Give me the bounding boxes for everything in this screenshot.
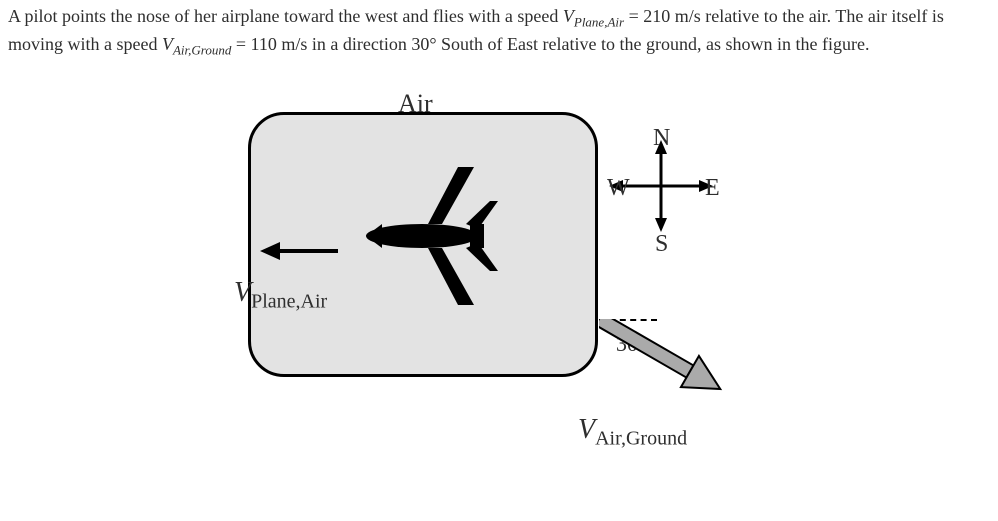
air-label: Air bbox=[398, 86, 433, 122]
v-plane-air-label: VPlane,Air bbox=[234, 273, 327, 316]
eq1: = 210 m/s bbox=[624, 6, 701, 26]
compass-e: E bbox=[705, 172, 720, 206]
compass-w: W bbox=[607, 172, 630, 206]
compass-s: S bbox=[655, 228, 668, 262]
eq2: = 110 m/s bbox=[231, 34, 307, 54]
v-air-ground-label: VAir,Ground bbox=[578, 410, 687, 453]
var1-sub: Plane,Air bbox=[574, 15, 624, 30]
problem-statement: A pilot points the nose of her airplane … bbox=[8, 4, 990, 60]
compass-n: N bbox=[653, 122, 670, 156]
var1-v: V bbox=[563, 6, 574, 26]
plane-velocity-arrow-icon bbox=[260, 236, 340, 266]
v-air-ground-v: V bbox=[578, 414, 595, 445]
v-plane-air-sub: Plane,Air bbox=[251, 290, 327, 312]
text-3: in a direction 30° South of East relativ… bbox=[307, 34, 869, 54]
var2-v: V bbox=[162, 34, 173, 54]
airplane-icon bbox=[338, 161, 508, 311]
physics-diagram: Air VPlane,Air N S W E bbox=[208, 82, 908, 452]
text-1: A pilot points the nose of her airplane … bbox=[8, 6, 563, 26]
var2-sub: Air,Ground bbox=[173, 42, 231, 57]
v-plane-air-v: V bbox=[234, 277, 251, 308]
v-air-ground-sub: Air,Ground bbox=[595, 427, 687, 449]
